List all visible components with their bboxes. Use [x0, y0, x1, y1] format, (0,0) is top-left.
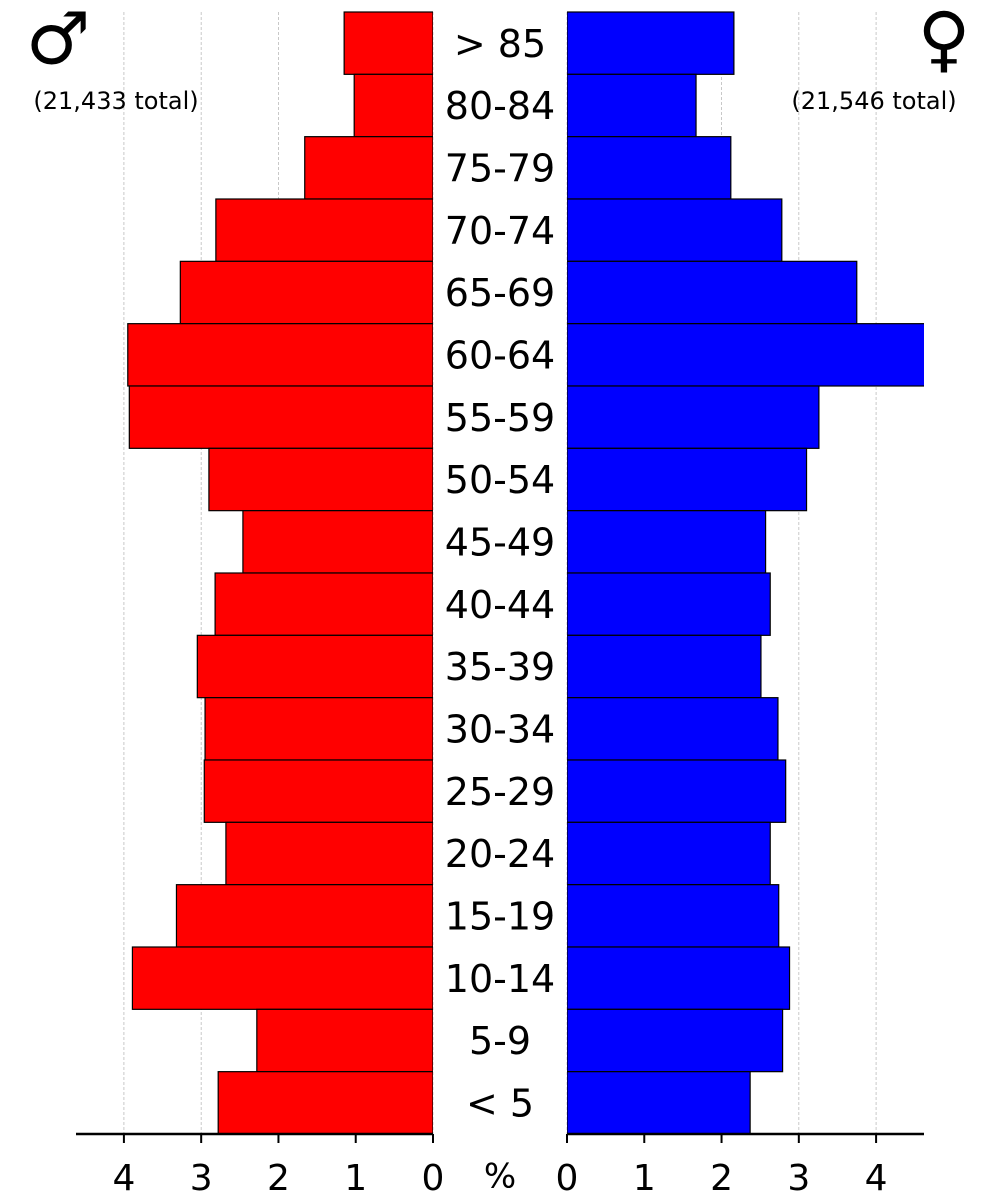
category-label: 35-39: [445, 645, 555, 689]
bar: [179, 260, 433, 325]
category-label: 30-34: [445, 707, 555, 751]
bar: [567, 1008, 784, 1073]
category-label: 80-84: [445, 84, 555, 128]
bar: [208, 447, 433, 512]
category-label: 25-29: [445, 770, 555, 814]
bar: [567, 198, 783, 262]
bar: [217, 1071, 433, 1135]
category-label: 45-49: [445, 520, 555, 564]
bar: [567, 323, 924, 387]
x-tick-label: 0: [556, 1158, 579, 1199]
category-label: 40-44: [445, 583, 555, 627]
category-label: 15-19: [445, 894, 555, 938]
category-label: 50-54: [445, 458, 555, 502]
category-label: 55-59: [445, 396, 555, 440]
bar: [353, 73, 433, 138]
bar: [225, 821, 433, 886]
category-label: 20-24: [445, 832, 555, 876]
bar: [567, 697, 779, 761]
bar: [567, 447, 808, 512]
bar: [567, 1071, 751, 1135]
x-tick-label: 2: [710, 1158, 733, 1199]
category-label: 75-79: [445, 146, 555, 190]
x-tick-label: 1: [344, 1158, 367, 1199]
legend-female: ♀: [918, 0, 971, 81]
bar: [567, 510, 767, 574]
legend-male: ♂: [26, 0, 91, 81]
category-label: 10-14: [445, 957, 555, 1001]
male-total: (21,433 total): [33, 87, 198, 115]
bar: [567, 821, 771, 886]
bar: [304, 136, 433, 200]
bar: [204, 697, 433, 761]
bar: [175, 884, 433, 948]
bar: [567, 572, 771, 636]
x-tick-label: 3: [787, 1158, 810, 1199]
bar: [567, 73, 697, 138]
bar: [128, 385, 433, 449]
bar: [214, 572, 433, 636]
category-label: 60-64: [445, 333, 555, 377]
bar: [215, 198, 433, 262]
bar: [256, 1008, 433, 1073]
x-tick-label: 4: [112, 1158, 135, 1199]
bar: [567, 884, 780, 948]
bar: [567, 136, 732, 200]
category-label: 65-69: [445, 271, 555, 315]
bar: [567, 946, 791, 1010]
x-tick-label: 0: [422, 1158, 445, 1199]
category-label: 5-9: [469, 1019, 531, 1063]
bar: [567, 11, 735, 75]
bar: [203, 759, 433, 823]
category-label: 70-74: [445, 209, 555, 253]
category-label: < 5: [466, 1081, 534, 1125]
x-tick-label: 3: [190, 1158, 213, 1199]
x-tick-label: 1: [633, 1158, 656, 1199]
bar: [567, 260, 858, 325]
bar: [567, 759, 787, 823]
bar: [242, 510, 433, 574]
foreground: 0 1 2 3 4 0 1 2 3 4 > 85 80-84 75-79 70-74 65-69 60-64 5…: [76, 22, 924, 1199]
bars: [127, 11, 924, 1135]
bar: [567, 634, 762, 699]
x-tick-label: 2: [267, 1158, 290, 1199]
bar: [131, 946, 433, 1010]
female-total: (21,546 total): [791, 87, 956, 115]
bar: [343, 11, 433, 75]
bar: [567, 385, 820, 449]
category-label: > 85: [454, 22, 546, 66]
x-axis-label: %: [484, 1157, 516, 1197]
bar: [196, 634, 433, 699]
x-tick-label: 4: [865, 1158, 888, 1199]
bar: [127, 323, 433, 387]
